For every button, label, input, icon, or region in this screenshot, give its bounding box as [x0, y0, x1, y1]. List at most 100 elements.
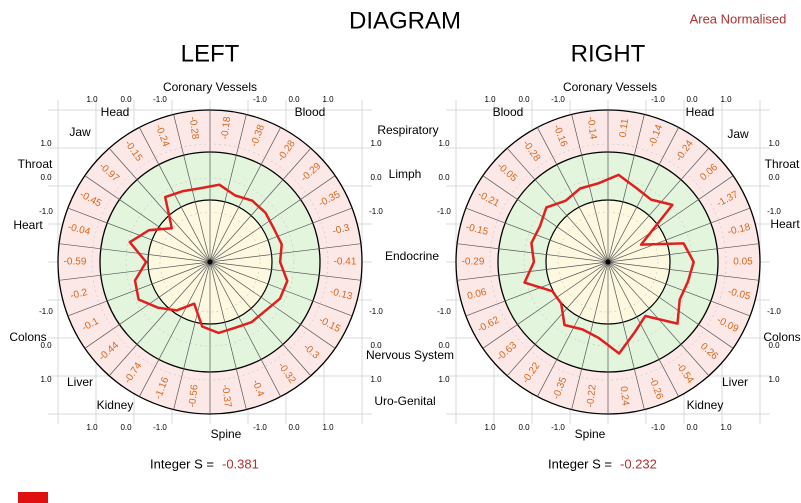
spoke [108, 261, 211, 377]
spoke [209, 127, 281, 263]
spoke [465, 207, 609, 263]
spoke [108, 147, 211, 263]
spoke [607, 261, 759, 281]
r-tick-label: 1.0 [720, 423, 732, 432]
r-tick-label: 0.0 [288, 423, 300, 432]
value-label: -0.05 [727, 286, 752, 302]
axis-label: Blood [295, 105, 326, 119]
spoke [607, 261, 645, 410]
spoke [457, 261, 609, 281]
spoke [209, 147, 312, 263]
r-tick-label: 1.0 [370, 375, 382, 384]
r-tick-label: 1.0 [768, 139, 780, 148]
center-dot [207, 259, 213, 265]
spoke [506, 261, 609, 377]
spoke [209, 114, 247, 263]
r-tick-label: 0.0 [768, 173, 780, 182]
axis-label: Jaw [69, 125, 91, 139]
tick-ring [159, 211, 261, 313]
title: DIAGRAM [349, 7, 461, 34]
value-label: -0.37 [219, 384, 233, 408]
r-tick-label: -1.0 [551, 95, 565, 104]
spoke [209, 175, 336, 263]
r-tick-label: 1.0 [484, 95, 496, 104]
r-tick-label: 0.0 [518, 95, 530, 104]
axis-label: Kidney [97, 398, 134, 412]
value-label: -0.15 [465, 222, 490, 238]
axis-label: Uro-Genital [374, 394, 435, 408]
value-label: -0.18 [727, 222, 752, 238]
value-label: -0.18 [220, 116, 234, 140]
value-label: -0.2 [69, 287, 89, 302]
spoke [209, 261, 361, 281]
value-label: -0.59 [64, 257, 87, 268]
value-label: -0.28 [187, 116, 201, 140]
note: Area Normalised [690, 11, 787, 26]
value-label: 0.05 [733, 257, 753, 268]
spoke [607, 114, 645, 263]
axis-label: Colons [9, 330, 46, 344]
tick-ring [557, 211, 659, 313]
tick-ring [91, 143, 329, 381]
r-tick-label: 0.0 [288, 95, 300, 104]
spoke [607, 261, 679, 397]
r-tick-label: -1.0 [253, 95, 267, 104]
spoke [482, 261, 609, 349]
spoke [139, 261, 211, 397]
r-tick-label: 0.0 [438, 341, 450, 350]
spoke [607, 175, 734, 263]
r-tick-label: 0.0 [40, 173, 52, 182]
spoke [209, 261, 247, 410]
r-tick-label: 1.0 [40, 375, 52, 384]
r-tick-label: 1.0 [86, 95, 98, 104]
r-tick-label: 0.0 [40, 341, 52, 350]
r-tick-label: -1.0 [437, 207, 451, 216]
spoke [209, 207, 353, 263]
spoke [84, 175, 211, 263]
r-tick-label: -1.0 [651, 423, 665, 432]
spoke [173, 114, 211, 263]
r-tick-label: 1.0 [40, 139, 52, 148]
tick-ring [489, 143, 727, 381]
axis-label: Head [686, 105, 715, 119]
r-tick-label: 1.0 [370, 139, 382, 148]
r-tick-label: 1.0 [484, 423, 496, 432]
data-line [523, 173, 695, 355]
r-tick-label: 0.0 [370, 341, 382, 350]
spoke [209, 261, 353, 317]
axis-label: Spine [575, 427, 606, 441]
score-value: -0.232 [620, 456, 657, 471]
axis-label: Liver [67, 375, 93, 389]
r-tick-label: 0.0 [768, 341, 780, 350]
r-tick-label: 1.0 [720, 95, 732, 104]
value-label: 0.11 [618, 118, 631, 138]
value-label: -0.3 [331, 222, 351, 237]
spoke [84, 261, 211, 349]
data-line [128, 183, 289, 335]
axis-label: Liver [722, 375, 748, 389]
spoke [209, 261, 281, 397]
spoke [607, 243, 759, 263]
axis-label: Coronary Vessels [563, 80, 657, 94]
value-label: -0.14 [585, 116, 599, 140]
axis-label: Throat [765, 157, 800, 171]
axis-label: Jaw [727, 127, 749, 141]
axis-label: Coronary Vessels [163, 80, 257, 94]
r-tick-label: 1.0 [438, 139, 450, 148]
r-tick-label: 1.0 [438, 375, 450, 384]
spoke [571, 261, 609, 410]
spoke [465, 261, 609, 317]
axis-label: Nervous System [366, 348, 454, 362]
r-tick-label: 1.0 [322, 423, 334, 432]
r-tick-label: -1.0 [437, 307, 451, 316]
axis-label: Spine [211, 427, 242, 441]
r-tick-label: 1.0 [768, 375, 780, 384]
r-tick-label: 0.0 [370, 173, 382, 182]
r-tick-label: 0.0 [438, 173, 450, 182]
spoke [571, 114, 609, 263]
value-label: -0.29 [462, 257, 485, 268]
spoke [607, 261, 734, 349]
r-tick-label: -1.0 [551, 423, 565, 432]
r-tick-label: -1.0 [153, 95, 167, 104]
